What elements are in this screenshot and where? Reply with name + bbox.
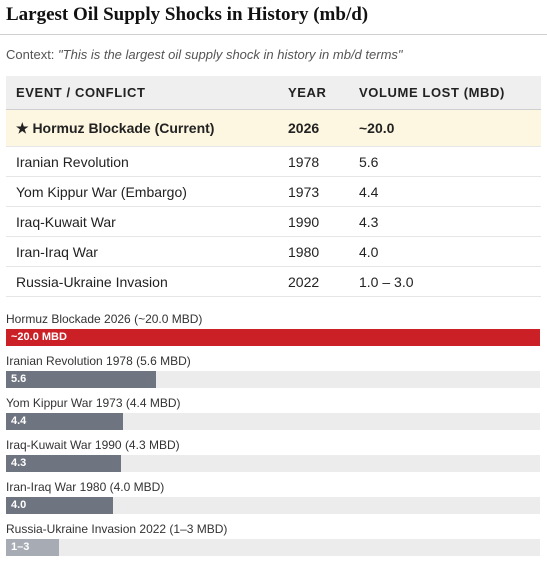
- context-line: Context: "This is the largest oil supply…: [6, 47, 403, 62]
- cell-year: 1973: [278, 176, 349, 207]
- bar-item: Iran-Iraq War 1980 (4.0 MBD) 4.0: [6, 480, 541, 522]
- header-event: EVENT / CONFLICT: [6, 76, 278, 110]
- bar-fill: ~20.0 MBD: [6, 329, 540, 346]
- bar-label: Yom Kippur War 1973 (4.4 MBD): [6, 396, 181, 410]
- bar-track: 5.6: [6, 371, 540, 388]
- title-divider: [0, 34, 547, 35]
- cell-event: Yom Kippur War (Embargo): [6, 176, 278, 207]
- bar-value: 4.3: [11, 457, 27, 469]
- table-row: Iranian Revolution 1978 5.6: [6, 146, 541, 177]
- context-quote: "This is the largest oil supply shock in…: [58, 47, 403, 62]
- bar-track: ~20.0 MBD: [6, 329, 540, 346]
- bar-label: Hormuz Blockade 2026 (~20.0 MBD): [6, 312, 203, 326]
- bar-label: Iran-Iraq War 1980 (4.0 MBD): [6, 480, 165, 494]
- cell-volume: 4.0: [349, 236, 541, 267]
- page-title: Largest Oil Supply Shocks in History (mb…: [6, 4, 369, 25]
- table-row: Iran-Iraq War 1980 4.0: [6, 236, 541, 267]
- bar-track: 4.0: [6, 497, 540, 514]
- cell-event: Iraq-Kuwait War: [6, 206, 278, 237]
- cell-volume: ~20.0: [349, 109, 541, 147]
- cell-event: Russia-Ukraine Invasion: [6, 266, 278, 297]
- cell-volume: 5.6: [349, 146, 541, 177]
- bar-fill: 5.6: [6, 371, 156, 388]
- cell-year: 1990: [278, 206, 349, 237]
- bar-value: 4.4: [11, 415, 27, 427]
- header-volume: VOLUME LOST (MBD): [349, 76, 541, 110]
- bar-value: 1–3: [11, 541, 30, 553]
- bar-value: 4.0: [11, 499, 27, 511]
- bar-value: 5.6: [11, 373, 27, 385]
- bar-label: Iranian Revolution 1978 (5.6 MBD): [6, 354, 191, 368]
- table-row: Russia-Ukraine Invasion 2022 1.0 – 3.0: [6, 266, 541, 297]
- cell-event: ★ Hormuz Blockade (Current): [6, 109, 278, 147]
- table-row-highlight: ★ Hormuz Blockade (Current) 2026 ~20.0: [6, 109, 541, 147]
- cell-year: 2022: [278, 266, 349, 297]
- bar-item: Iranian Revolution 1978 (5.6 MBD) 5.6: [6, 354, 541, 396]
- bar-track: 4.4: [6, 413, 540, 430]
- header-year: YEAR: [278, 76, 349, 110]
- bar-track: 1–3: [6, 539, 540, 556]
- bar-item: Yom Kippur War 1973 (4.4 MBD) 4.4: [6, 396, 541, 438]
- cell-volume: 1.0 – 3.0: [349, 266, 541, 297]
- context-label: Context:: [6, 47, 55, 62]
- table-header-row: EVENT / CONFLICT YEAR VOLUME LOST (MBD): [6, 76, 541, 110]
- bar-fill: 4.0: [6, 497, 113, 514]
- bar-fill: 1–3: [6, 539, 60, 556]
- cell-year: 1978: [278, 146, 349, 177]
- oil-shocks-table: EVENT / CONFLICT YEAR VOLUME LOST (MBD) …: [6, 76, 541, 297]
- bar-track: 4.3: [6, 455, 540, 472]
- bar-fill: 4.4: [6, 413, 124, 430]
- bar-item: Russia-Ukraine Invasion 2022 (1–3 MBD) 1…: [6, 522, 541, 564]
- cell-event: Iran-Iraq War: [6, 236, 278, 267]
- cell-year: 2026: [278, 109, 349, 147]
- cell-volume: 4.4: [349, 176, 541, 207]
- table-row: Yom Kippur War (Embargo) 1973 4.4: [6, 176, 541, 207]
- table-row: Iraq-Kuwait War 1990 4.3: [6, 206, 541, 237]
- cell-volume: 4.3: [349, 206, 541, 237]
- bar-item: Hormuz Blockade 2026 (~20.0 MBD) ~20.0 M…: [6, 312, 541, 354]
- volume-bar-list: Hormuz Blockade 2026 (~20.0 MBD) ~20.0 M…: [6, 312, 541, 564]
- bar-value: ~20.0 MBD: [11, 331, 67, 343]
- bar-fill: 4.3: [6, 455, 121, 472]
- cell-year: 1980: [278, 236, 349, 267]
- bar-label: Russia-Ukraine Invasion 2022 (1–3 MBD): [6, 522, 228, 536]
- cell-event: Iranian Revolution: [6, 146, 278, 177]
- bar-label: Iraq-Kuwait War 1990 (4.3 MBD): [6, 438, 180, 452]
- bar-item: Iraq-Kuwait War 1990 (4.3 MBD) 4.3: [6, 438, 541, 480]
